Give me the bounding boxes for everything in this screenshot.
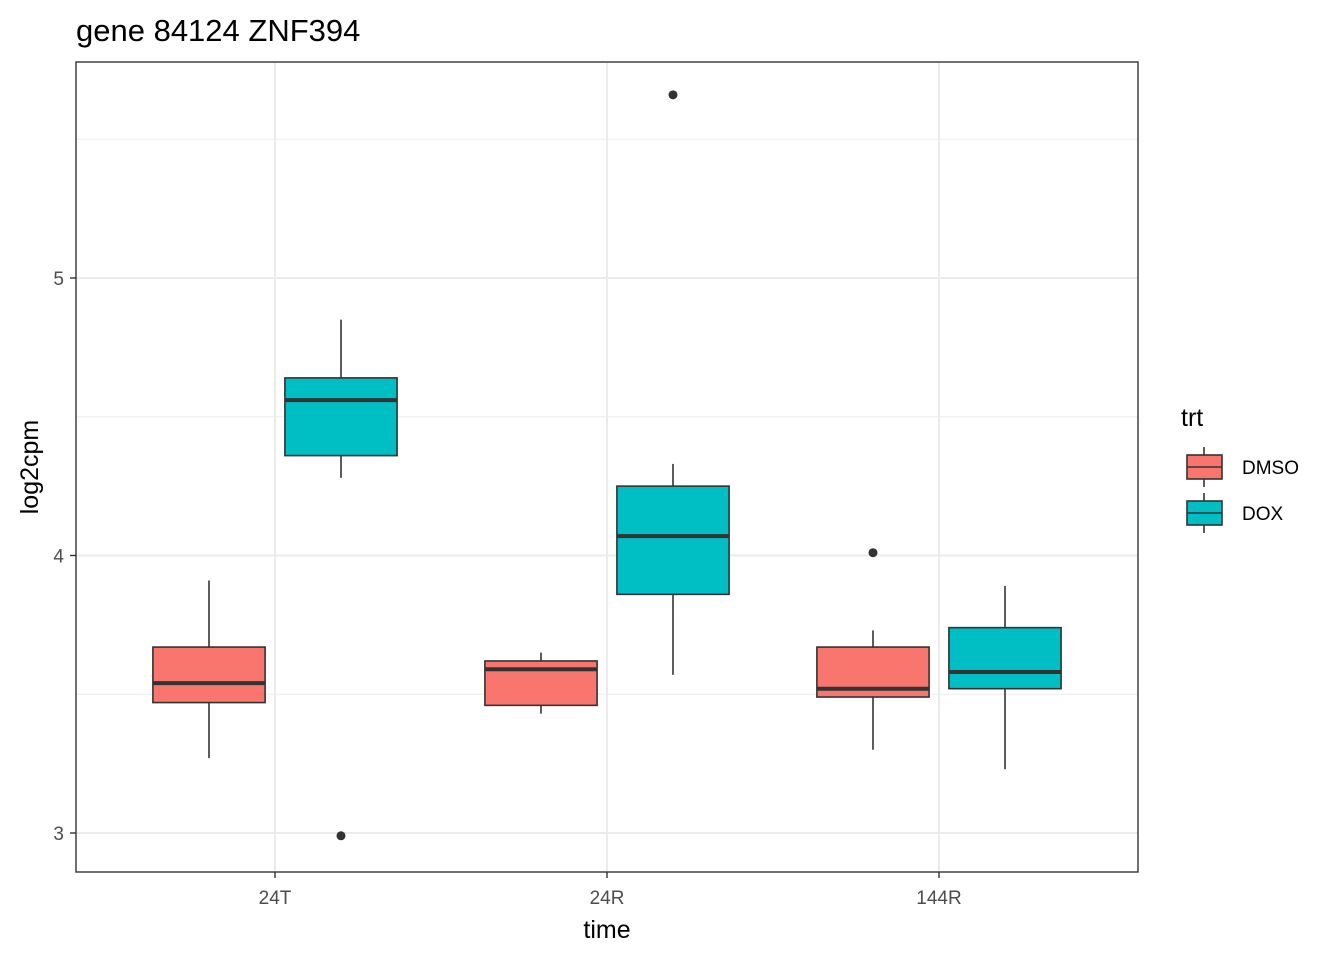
x-axis: 24T 24R 144R <box>259 872 962 909</box>
legend-label: DOX <box>1242 504 1284 525</box>
outlier-point <box>868 548 878 558</box>
grid-lines <box>76 62 1138 872</box>
y-axis-title: log2cpm <box>16 420 44 515</box>
box-body <box>284 377 398 457</box>
chart-title: gene 84124 ZNF394 <box>76 13 360 48</box>
outlier-point <box>336 831 346 841</box>
legend-label: DMSO <box>1242 458 1299 479</box>
legend-title: trt <box>1181 404 1203 432</box>
y-tick-label: 3 <box>53 824 64 845</box>
boxes-layer <box>152 90 1062 841</box>
y-tick-label: 4 <box>53 547 64 568</box>
legend-entry-dox: DOX <box>1186 493 1284 533</box>
legend-entry-dmso: DMSO <box>1186 447 1299 487</box>
box-dmso-24t <box>152 580 266 759</box>
box-dmso-144r <box>816 548 930 750</box>
box-dox-24r <box>616 90 730 675</box>
box-body <box>948 626 1062 690</box>
box-dmso-24r <box>484 652 598 714</box>
legend: trt DMSO DOX <box>1181 404 1299 533</box>
x-tick-label: 24T <box>259 888 292 909</box>
y-tick-label: 5 <box>53 269 64 290</box>
box-dox-144r <box>948 586 1062 770</box>
y-axis: 3 4 5 <box>53 269 76 845</box>
x-axis-title: time <box>583 916 630 944</box>
box-body <box>152 646 266 704</box>
x-tick-label: 144R <box>916 888 961 909</box>
x-tick-label: 24R <box>590 888 625 909</box>
box-dox-24t <box>284 319 398 841</box>
box-body <box>616 485 730 596</box>
outlier-point <box>668 90 678 100</box>
